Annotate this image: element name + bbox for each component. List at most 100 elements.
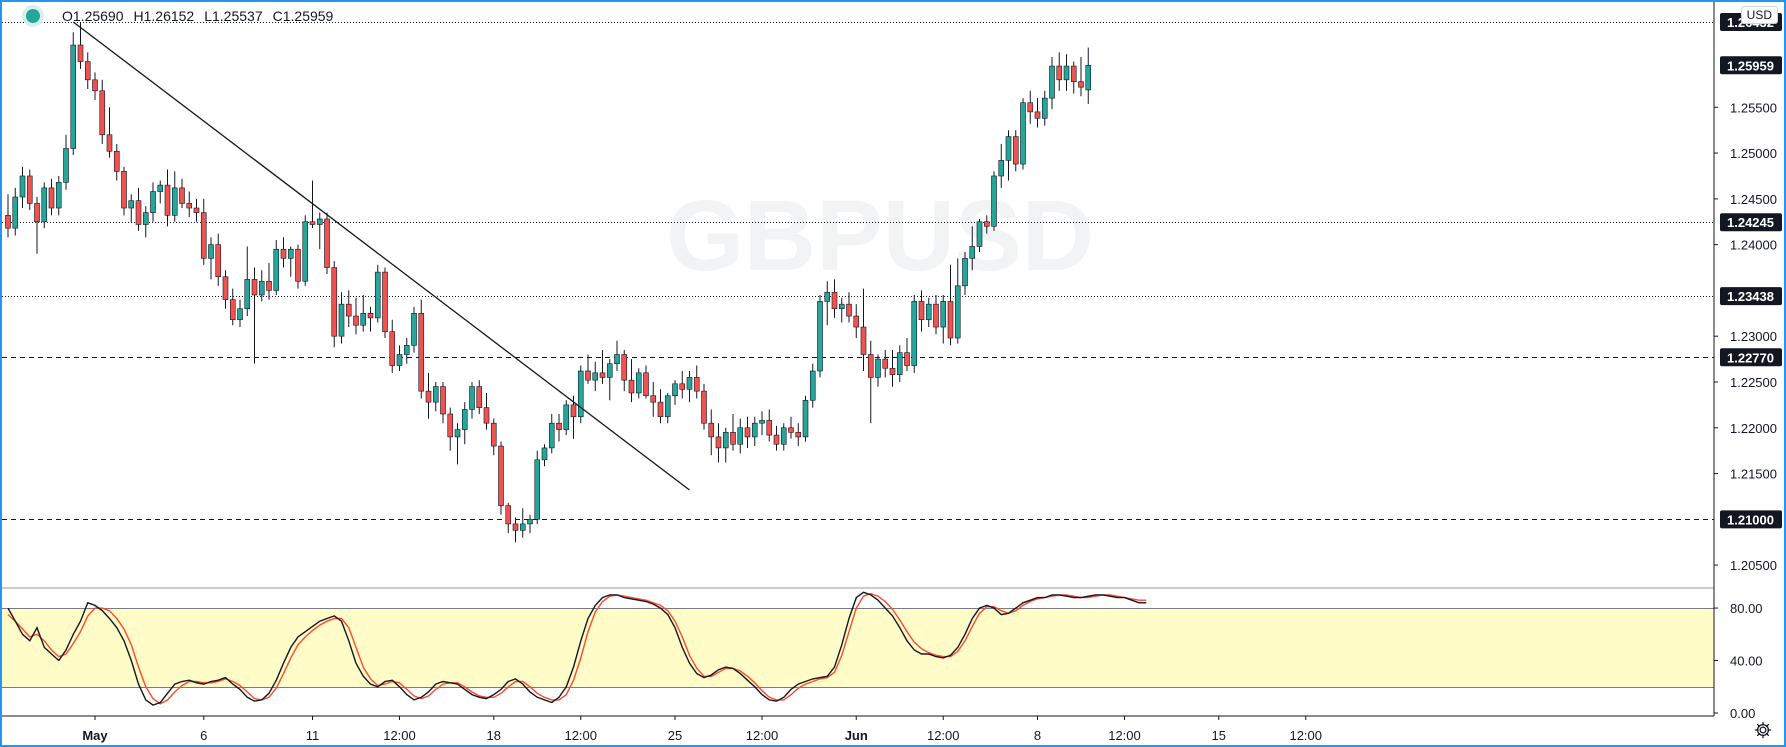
candle — [585, 354, 591, 384]
candle-body — [309, 221, 316, 225]
price-badge[interactable] — [1720, 56, 1782, 75]
candle-body — [570, 404, 577, 418]
oscillator-axis[interactable]: 80.00 40.00 0.00 — [1714, 601, 1763, 721]
candle-body — [63, 148, 69, 183]
candle-body — [875, 358, 881, 378]
price-lines — [2, 22, 1714, 520]
candle — [84, 52, 91, 89]
candle — [657, 389, 664, 424]
candle-body — [896, 352, 903, 375]
candle — [55, 175, 62, 216]
price-tick-label: 1.23000 — [1730, 329, 1777, 344]
candle — [896, 345, 903, 382]
candle — [41, 182, 48, 229]
candle-body — [556, 422, 562, 430]
candle — [374, 264, 381, 323]
candle — [969, 226, 976, 271]
price-pane-bg — [2, 2, 1714, 588]
price-badge[interactable] — [1720, 348, 1782, 367]
candle — [933, 295, 939, 335]
candle — [650, 381, 657, 417]
candle — [179, 178, 185, 209]
currency-button[interactable]: USD — [1740, 6, 1778, 24]
candle — [345, 290, 352, 328]
candle-body — [737, 427, 744, 445]
candle — [1070, 61, 1077, 94]
candle-body — [77, 44, 84, 62]
price-badge[interactable] — [1720, 213, 1782, 232]
trendline-layer[interactable] — [72, 21, 690, 491]
price-axis[interactable]: 1.20500 1.21500 1.22000 1.22500 1.23000 1.240… — [1714, 12, 1782, 573]
candle-body — [418, 313, 425, 392]
candle-body — [962, 258, 968, 287]
candle — [215, 233, 222, 286]
candle — [48, 178, 55, 216]
candle — [737, 418, 744, 454]
trendline[interactable] — [72, 21, 690, 491]
candle — [273, 240, 280, 295]
candle-body — [84, 61, 91, 81]
candle — [882, 349, 889, 378]
candle — [142, 206, 149, 238]
candle — [432, 381, 439, 412]
candle — [440, 381, 446, 424]
candle — [19, 166, 26, 209]
candle — [795, 423, 802, 447]
price-badge[interactable] — [1720, 510, 1782, 529]
candle-body — [19, 175, 26, 198]
candle-body — [1005, 136, 1012, 161]
candle-body — [447, 413, 454, 438]
candle-body — [34, 203, 40, 223]
candle-body — [795, 432, 802, 438]
candle — [106, 107, 113, 158]
candle-body — [621, 354, 628, 381]
candle — [1027, 90, 1034, 124]
candle-body — [1049, 65, 1055, 99]
candle — [157, 180, 164, 204]
candle — [1085, 47, 1092, 104]
candle — [635, 368, 642, 399]
candle-body — [635, 372, 642, 394]
candle-body — [106, 134, 113, 152]
candle — [962, 251, 968, 295]
candle-body — [440, 386, 446, 415]
candle-body — [251, 279, 258, 296]
candle — [1056, 52, 1063, 91]
candle-body — [135, 200, 142, 225]
stochastic-d-line — [7, 592, 1147, 705]
candle — [701, 383, 707, 430]
legend-high: H1.26152 — [133, 8, 195, 24]
candle — [548, 414, 555, 454]
ohlc-legend: O1.25690 H1.26152 L1.25537 C1.25959 — [26, 8, 333, 24]
candle — [193, 198, 200, 222]
candle — [77, 22, 84, 69]
candle — [258, 270, 265, 302]
candle — [164, 169, 171, 227]
candle — [505, 502, 512, 534]
candle — [237, 299, 243, 328]
candle-body — [541, 447, 548, 461]
candle — [947, 264, 954, 346]
candle-body — [150, 191, 156, 213]
candle-body — [947, 301, 954, 339]
candle-body — [345, 303, 352, 317]
candle-body — [983, 221, 990, 227]
candle-body — [708, 422, 715, 438]
candle-body — [295, 248, 301, 282]
candle-body — [157, 184, 164, 192]
candle-body — [367, 313, 374, 319]
candle-body — [142, 212, 149, 225]
candle — [186, 191, 193, 218]
market-status-icon[interactable] — [26, 9, 40, 23]
price-badge[interactable] — [1720, 287, 1782, 306]
candle — [991, 171, 997, 231]
time-tick-label: 12:00 — [927, 728, 960, 743]
gear-icon[interactable] — [1754, 721, 1772, 739]
candle-body — [643, 372, 649, 397]
candle-body — [454, 429, 461, 438]
time-tick-label: 6 — [200, 728, 207, 743]
time-axis[interactable]: May 6 11 12:00 18 12:00 25 12:00 Jun 12:00 8 12:00 1… — [82, 716, 1322, 743]
candle-body — [128, 200, 135, 209]
